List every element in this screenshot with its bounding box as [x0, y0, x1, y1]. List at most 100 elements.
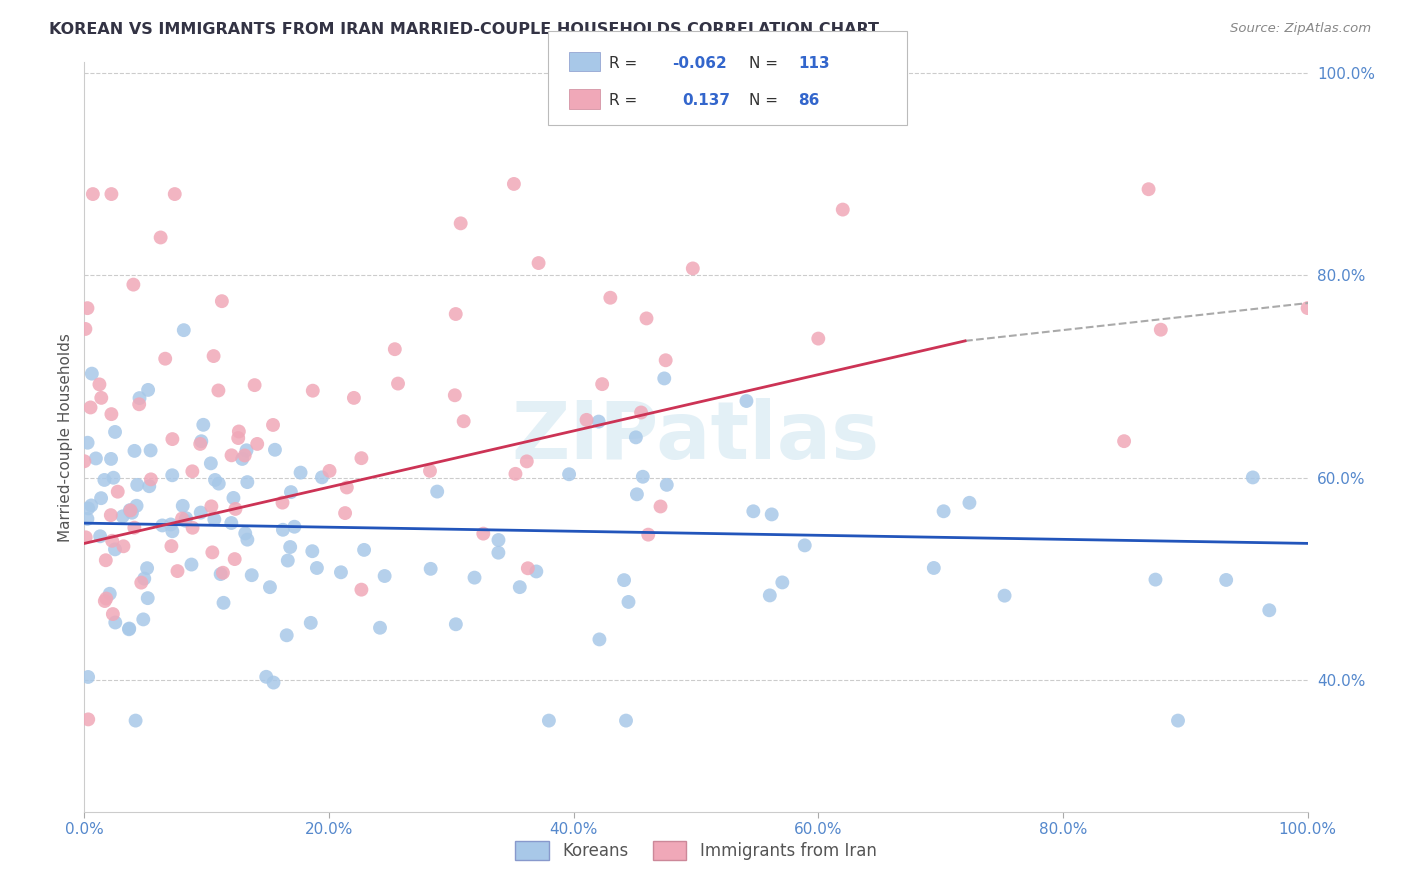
Point [759, 589, 782, 603]
Point [311, 470, 333, 484]
Point [107, 484, 129, 499]
Point [353, 542, 375, 557]
Point [100, 187, 122, 202]
Point [246, 437, 269, 451]
Point [1114, 434, 1136, 449]
Point [932, 504, 955, 518]
Text: R =: R = [609, 56, 637, 70]
Point [100, 451, 122, 466]
Point [118, 503, 141, 517]
Point [588, 415, 610, 429]
Point [299, 615, 322, 630]
Point [742, 504, 765, 518]
Point [149, 230, 172, 244]
Point [636, 311, 658, 326]
Point [228, 425, 250, 439]
Point [655, 478, 678, 492]
Point [453, 414, 475, 428]
Point [630, 405, 652, 419]
Point [100, 407, 122, 421]
Point [329, 566, 352, 580]
Point [181, 521, 204, 535]
Point [236, 475, 259, 489]
Point [654, 353, 676, 368]
Point [193, 417, 215, 432]
Point [614, 714, 637, 728]
Point [617, 595, 640, 609]
Point [419, 562, 441, 576]
Point [127, 478, 149, 492]
Point [190, 506, 212, 520]
Point [159, 517, 181, 532]
Point [613, 573, 636, 587]
Text: 0.137: 0.137 [682, 94, 730, 108]
Point [163, 187, 186, 202]
Point [368, 621, 391, 635]
Point [162, 524, 184, 539]
Point [240, 568, 263, 582]
Text: KOREAN VS IMMIGRANTS FROM IRAN MARRIED-COUPLE HOUSEHOLDS CORRELATION CHART: KOREAN VS IMMIGRANTS FROM IRAN MARRIED-C… [49, 22, 879, 37]
Point [516, 454, 538, 468]
Point [472, 526, 495, 541]
Point [212, 596, 235, 610]
Point [419, 464, 441, 478]
Point [118, 622, 141, 636]
Point [150, 518, 173, 533]
Point [280, 485, 302, 500]
Point [271, 523, 294, 537]
Point [922, 561, 945, 575]
Point [160, 539, 183, 553]
Point [486, 546, 509, 560]
Point [76, 435, 98, 450]
Point [599, 291, 621, 305]
Point [652, 371, 675, 385]
Point [190, 434, 212, 449]
Point [162, 468, 184, 483]
Point [350, 582, 373, 597]
Point [181, 464, 204, 478]
Point [121, 506, 143, 520]
Point [793, 538, 815, 552]
Point [89, 529, 111, 543]
Point [155, 351, 177, 366]
Point [221, 516, 243, 530]
Point [588, 632, 610, 647]
Point [204, 473, 226, 487]
Point [290, 466, 312, 480]
Point [233, 449, 256, 463]
Point [575, 413, 598, 427]
Point [80, 367, 103, 381]
Point [208, 476, 231, 491]
Point [624, 430, 647, 444]
Point [650, 500, 672, 514]
Point [125, 499, 148, 513]
Point [226, 431, 249, 445]
Point [1241, 470, 1264, 484]
Point [209, 567, 232, 582]
Point [75, 530, 97, 544]
Point [637, 527, 659, 541]
Point [211, 294, 233, 309]
Point [162, 432, 184, 446]
Point [343, 391, 366, 405]
Point [124, 443, 146, 458]
Point [516, 561, 538, 575]
Point [770, 575, 793, 590]
Point [283, 520, 305, 534]
Text: 113: 113 [799, 56, 830, 70]
Point [122, 277, 145, 292]
Point [761, 508, 783, 522]
Point [333, 506, 356, 520]
Point [94, 594, 117, 608]
Point [98, 587, 121, 601]
Point [444, 617, 467, 632]
Point [139, 472, 162, 486]
Point [682, 261, 704, 276]
Point [1144, 573, 1167, 587]
Point [233, 526, 256, 541]
Point [96, 591, 118, 606]
Point [276, 628, 298, 642]
Point [104, 425, 127, 439]
Point [139, 443, 162, 458]
Point [263, 675, 285, 690]
